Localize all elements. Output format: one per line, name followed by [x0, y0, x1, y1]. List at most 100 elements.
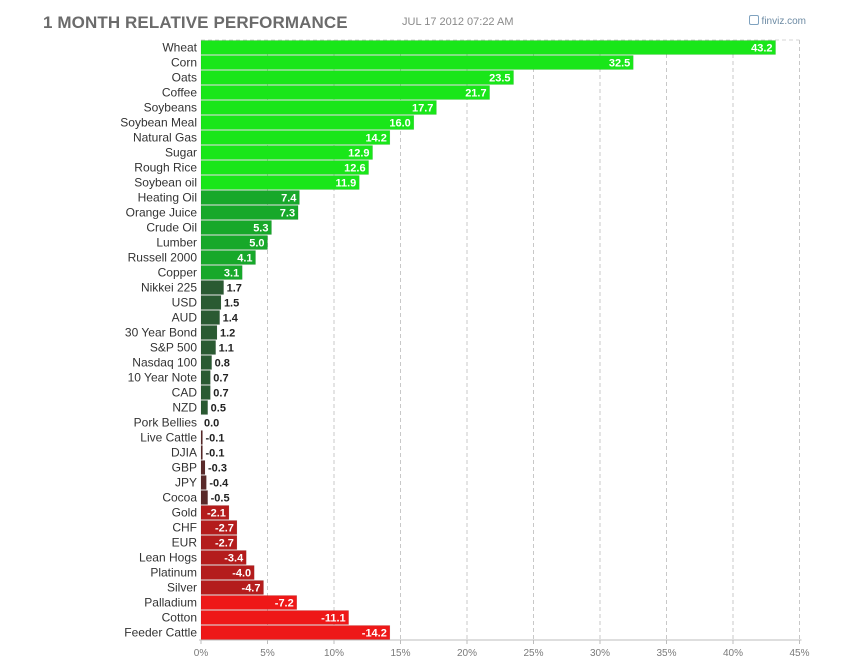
bar	[200, 400, 208, 415]
value-label: 5.3	[253, 223, 268, 235]
value-label: 1.4	[223, 313, 239, 325]
bar	[200, 430, 203, 445]
bar	[200, 595, 298, 610]
value-label: -4.0	[232, 568, 251, 580]
value-label: -0.1	[206, 448, 225, 460]
category-label: GBP	[172, 461, 197, 475]
bar	[200, 235, 268, 250]
category-label: Nasdaq 100	[132, 356, 197, 370]
category-label: Sugar	[165, 146, 197, 160]
category-label: Rough Rice	[134, 161, 197, 175]
value-label: -0.3	[208, 463, 227, 475]
value-label: 7.4	[281, 193, 297, 205]
value-label: 16.0	[389, 118, 410, 130]
value-label: -0.5	[211, 493, 230, 505]
value-label: 5.0	[249, 238, 264, 250]
category-label: NZD	[172, 401, 197, 415]
bar	[200, 85, 490, 100]
category-label: Russell 2000	[128, 251, 198, 265]
category-label: 30 Year Bond	[125, 326, 197, 340]
x-tick-label: 10%	[324, 648, 344, 659]
bar	[200, 385, 211, 400]
grid-lines	[201, 39, 800, 640]
value-label: -2.7	[215, 523, 234, 535]
category-label: CAD	[172, 386, 198, 400]
category-label: Palladium	[144, 596, 197, 610]
bar	[200, 490, 208, 505]
bar	[200, 115, 415, 130]
value-label: 0.7	[213, 373, 228, 385]
value-label: 3.1	[224, 268, 239, 280]
category-label: Oats	[172, 71, 197, 85]
category-label: Feeder Cattle	[124, 626, 197, 640]
category-label: Wheat	[162, 41, 197, 55]
timestamp: JUL 17 2012 07:22 AM	[402, 16, 514, 28]
bar	[200, 130, 391, 145]
value-label: 0.7	[213, 388, 228, 400]
category-label: Lean Hogs	[139, 551, 197, 565]
value-label: 0.0	[204, 418, 219, 430]
x-tick-label: 0%	[194, 648, 209, 659]
value-label: 23.5	[489, 73, 510, 85]
bar	[200, 610, 349, 625]
category-label: USD	[172, 296, 198, 310]
category-label: CHF	[172, 521, 197, 535]
category-label: Coffee	[162, 86, 197, 100]
bar	[200, 265, 243, 280]
bar	[200, 550, 247, 565]
value-label: -0.4	[209, 478, 229, 490]
value-label: -14.2	[362, 628, 387, 640]
value-label: 11.9	[335, 178, 356, 190]
brand-label: finviz.com	[761, 16, 806, 27]
category-label: Lumber	[156, 236, 197, 250]
category-label: Corn	[171, 56, 197, 70]
value-label: 1.2	[220, 328, 235, 340]
value-label: -2.7	[215, 538, 234, 550]
bar	[200, 535, 238, 550]
value-label: 43.2	[751, 43, 772, 55]
category-label: Crude Oil	[146, 221, 197, 235]
value-label: -11.1	[321, 613, 345, 625]
bar	[200, 445, 203, 460]
value-label: 0.5	[211, 403, 226, 415]
category-label: Platinum	[150, 566, 197, 580]
category-label: Soybean oil	[134, 176, 197, 190]
x-tick-label: 30%	[590, 648, 610, 659]
value-label: 12.9	[348, 148, 369, 160]
value-label: -7.2	[275, 598, 294, 610]
x-tick-label: 20%	[457, 648, 477, 659]
bar	[200, 505, 230, 520]
category-label: Live Cattle	[140, 431, 197, 445]
category-label: Cocoa	[162, 491, 197, 505]
value-label: -2.1	[207, 508, 226, 520]
x-tick-label: 35%	[656, 648, 676, 659]
category-label: Natural Gas	[133, 131, 197, 145]
bar	[200, 580, 264, 595]
bar	[200, 280, 224, 295]
bar	[200, 175, 360, 190]
bar	[200, 70, 514, 85]
value-label: 1.7	[227, 283, 242, 295]
category-label: S&P 500	[150, 341, 197, 355]
category-label: Soybean Meal	[120, 116, 197, 130]
value-label: 17.7	[412, 103, 433, 115]
bar	[200, 145, 373, 160]
value-label: -0.1	[206, 433, 225, 445]
brand-link[interactable]: finviz.com	[748, 15, 806, 27]
bar	[200, 475, 207, 490]
bar	[200, 190, 300, 205]
bar	[200, 160, 369, 175]
category-label: JPY	[175, 476, 197, 490]
value-label: -3.4	[224, 553, 244, 565]
bar	[200, 565, 255, 580]
category-label: Cotton	[162, 611, 197, 625]
bar	[200, 55, 634, 70]
finviz-logo-icon	[748, 15, 759, 25]
value-label: 4.1	[237, 253, 252, 265]
category-label: 10 Year Note	[128, 371, 198, 385]
bar	[200, 40, 776, 55]
bar	[200, 205, 299, 220]
bar	[200, 250, 256, 265]
